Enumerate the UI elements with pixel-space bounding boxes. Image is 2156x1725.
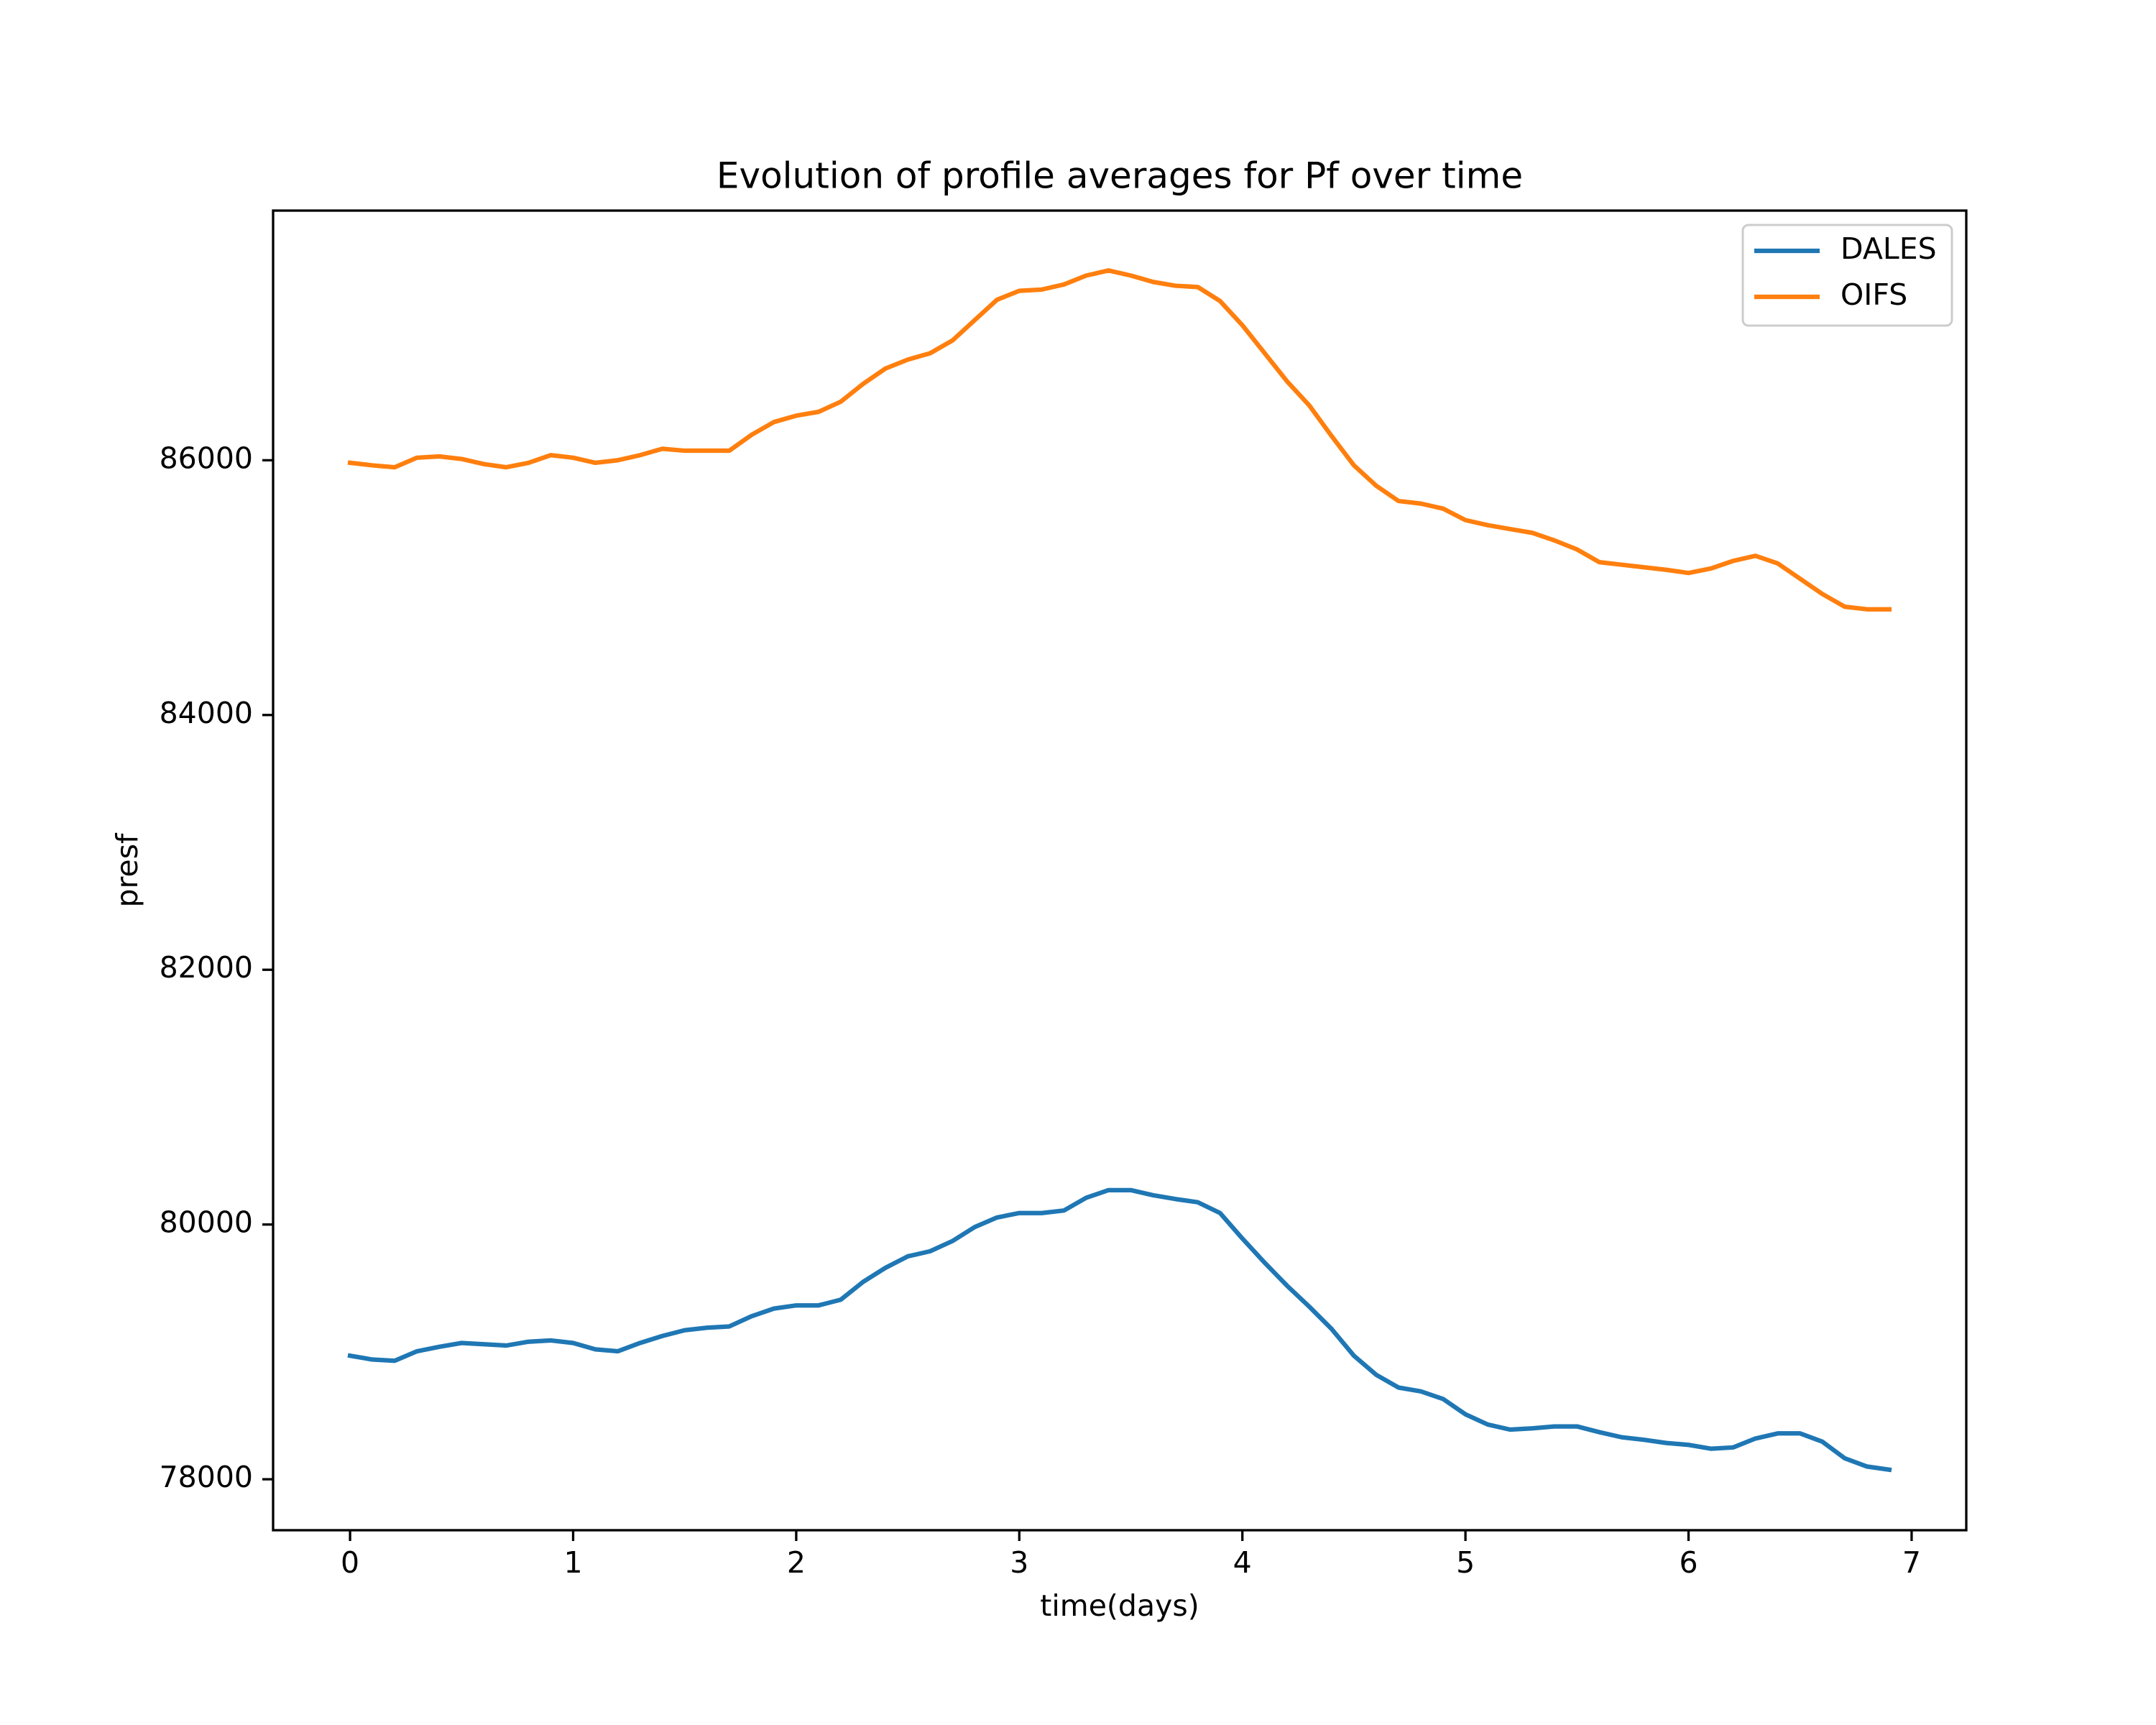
x-tick-label: 5	[1456, 1545, 1475, 1580]
y-tick-label: 86000	[160, 441, 253, 475]
x-tick-label: 6	[1679, 1545, 1697, 1580]
legend-label: DALES	[1841, 231, 1937, 266]
y-tick-label: 78000	[160, 1460, 253, 1494]
chart-title: Evolution of profile averages for Pf ove…	[717, 155, 1523, 197]
plot-frame	[272, 209, 1968, 1532]
legend-label: OIFS	[1841, 277, 1907, 312]
x-tick-label: 1	[563, 1545, 582, 1580]
x-tick-label: 4	[1233, 1545, 1252, 1580]
y-tick-label: 84000	[160, 696, 253, 730]
x-tick-label: 7	[1902, 1545, 1921, 1580]
y-tick-label: 80000	[160, 1205, 253, 1240]
data-line	[347, 268, 1892, 612]
y-tick-label: 82000	[160, 950, 253, 985]
x-axis-label: time(days)	[1040, 1588, 1199, 1623]
y-axis-label: presf	[110, 832, 144, 908]
x-tick-label: 3	[1010, 1545, 1028, 1580]
legend: DALES OIFS	[1741, 224, 1953, 327]
x-tick-label: 2	[787, 1545, 806, 1580]
data-line	[347, 1187, 1892, 1473]
x-tick-label: 0	[341, 1545, 359, 1580]
